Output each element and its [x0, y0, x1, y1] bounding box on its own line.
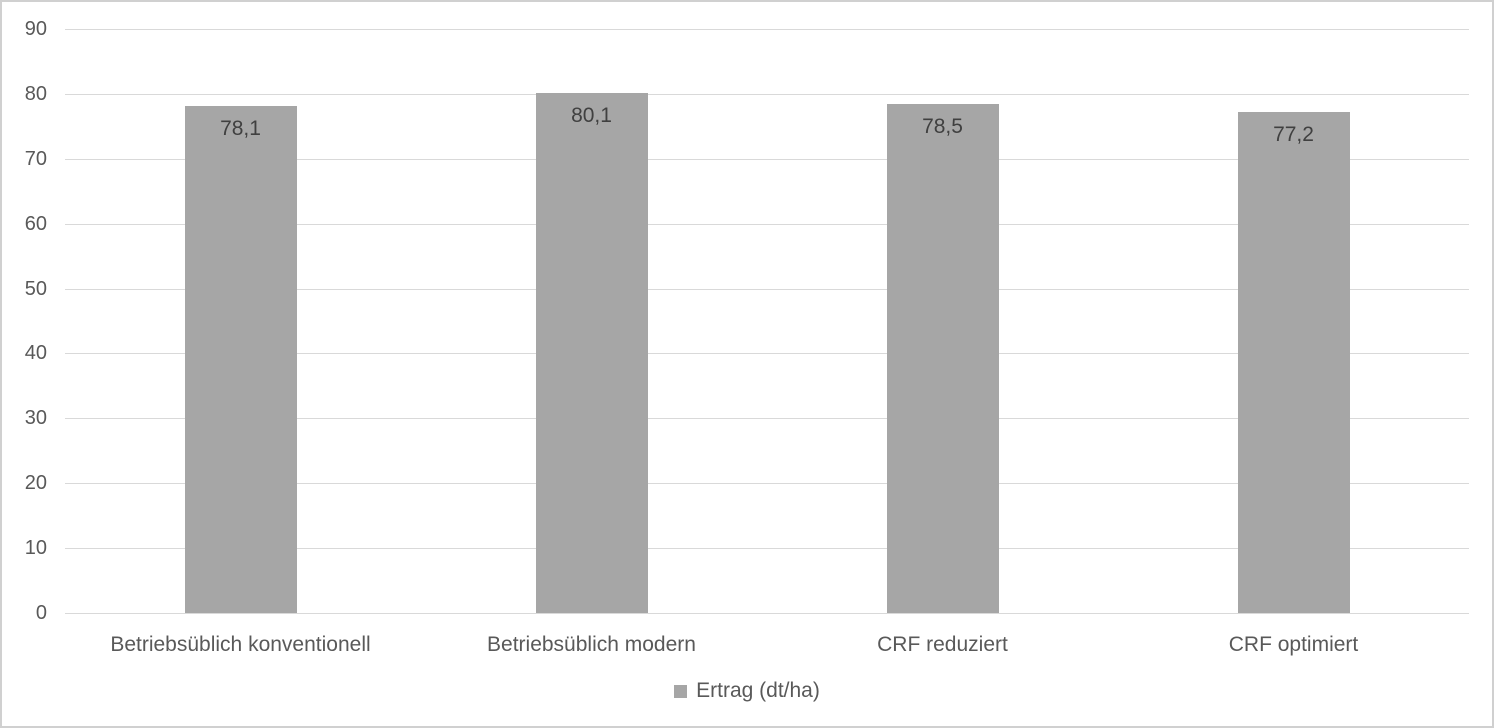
y-tick-label-20: 20	[24, 472, 47, 495]
bar-value-label-1: 78,1	[220, 117, 261, 141]
x-category-label-2: Betriebsüblich modern	[487, 633, 696, 656]
y-tick-label-90: 90	[24, 18, 47, 40]
plot-area	[65, 29, 1469, 614]
gridline-40	[65, 353, 1469, 355]
gridline-10	[65, 548, 1469, 550]
gridline-20	[65, 483, 1469, 485]
legend: Ertrag (dt/ha)	[2, 678, 1492, 704]
y-tick-label-70: 70	[24, 147, 47, 170]
y-tick-label-80: 80	[24, 82, 47, 105]
x-category-label-3: CRF reduziert	[877, 633, 1008, 656]
gridline-80	[65, 93, 1469, 95]
bar-1	[184, 106, 297, 613]
y-tick-label-0: 0	[35, 602, 47, 624]
y-tick-label-10: 10	[24, 537, 47, 560]
y-tick-label-50: 50	[24, 277, 47, 300]
y-tick-label-60: 60	[24, 212, 47, 235]
gridline-90	[65, 29, 1469, 30]
gridline-70	[65, 158, 1469, 160]
bar-4	[1237, 112, 1350, 613]
bar-value-label-3: 78,5	[922, 114, 963, 138]
bar-2	[535, 93, 648, 613]
legend-label: Ertrag (dt/ha)	[696, 679, 820, 702]
y-tick-label-40: 40	[24, 342, 47, 365]
bar-value-label-4: 77,2	[1273, 123, 1314, 147]
bar-3	[886, 103, 999, 613]
bar-value-label-2: 80,1	[571, 104, 612, 128]
gridline-30	[65, 418, 1469, 420]
x-category-label-1: Betriebsüblich konventionell	[110, 633, 371, 656]
legend-swatch-icon	[674, 684, 688, 698]
y-tick-label-30: 30	[24, 407, 47, 430]
gridline-0	[65, 613, 1469, 614]
gridline-50	[65, 288, 1469, 290]
gridline-60	[65, 223, 1469, 225]
x-category-label-4: CRF optimiert	[1228, 633, 1359, 656]
